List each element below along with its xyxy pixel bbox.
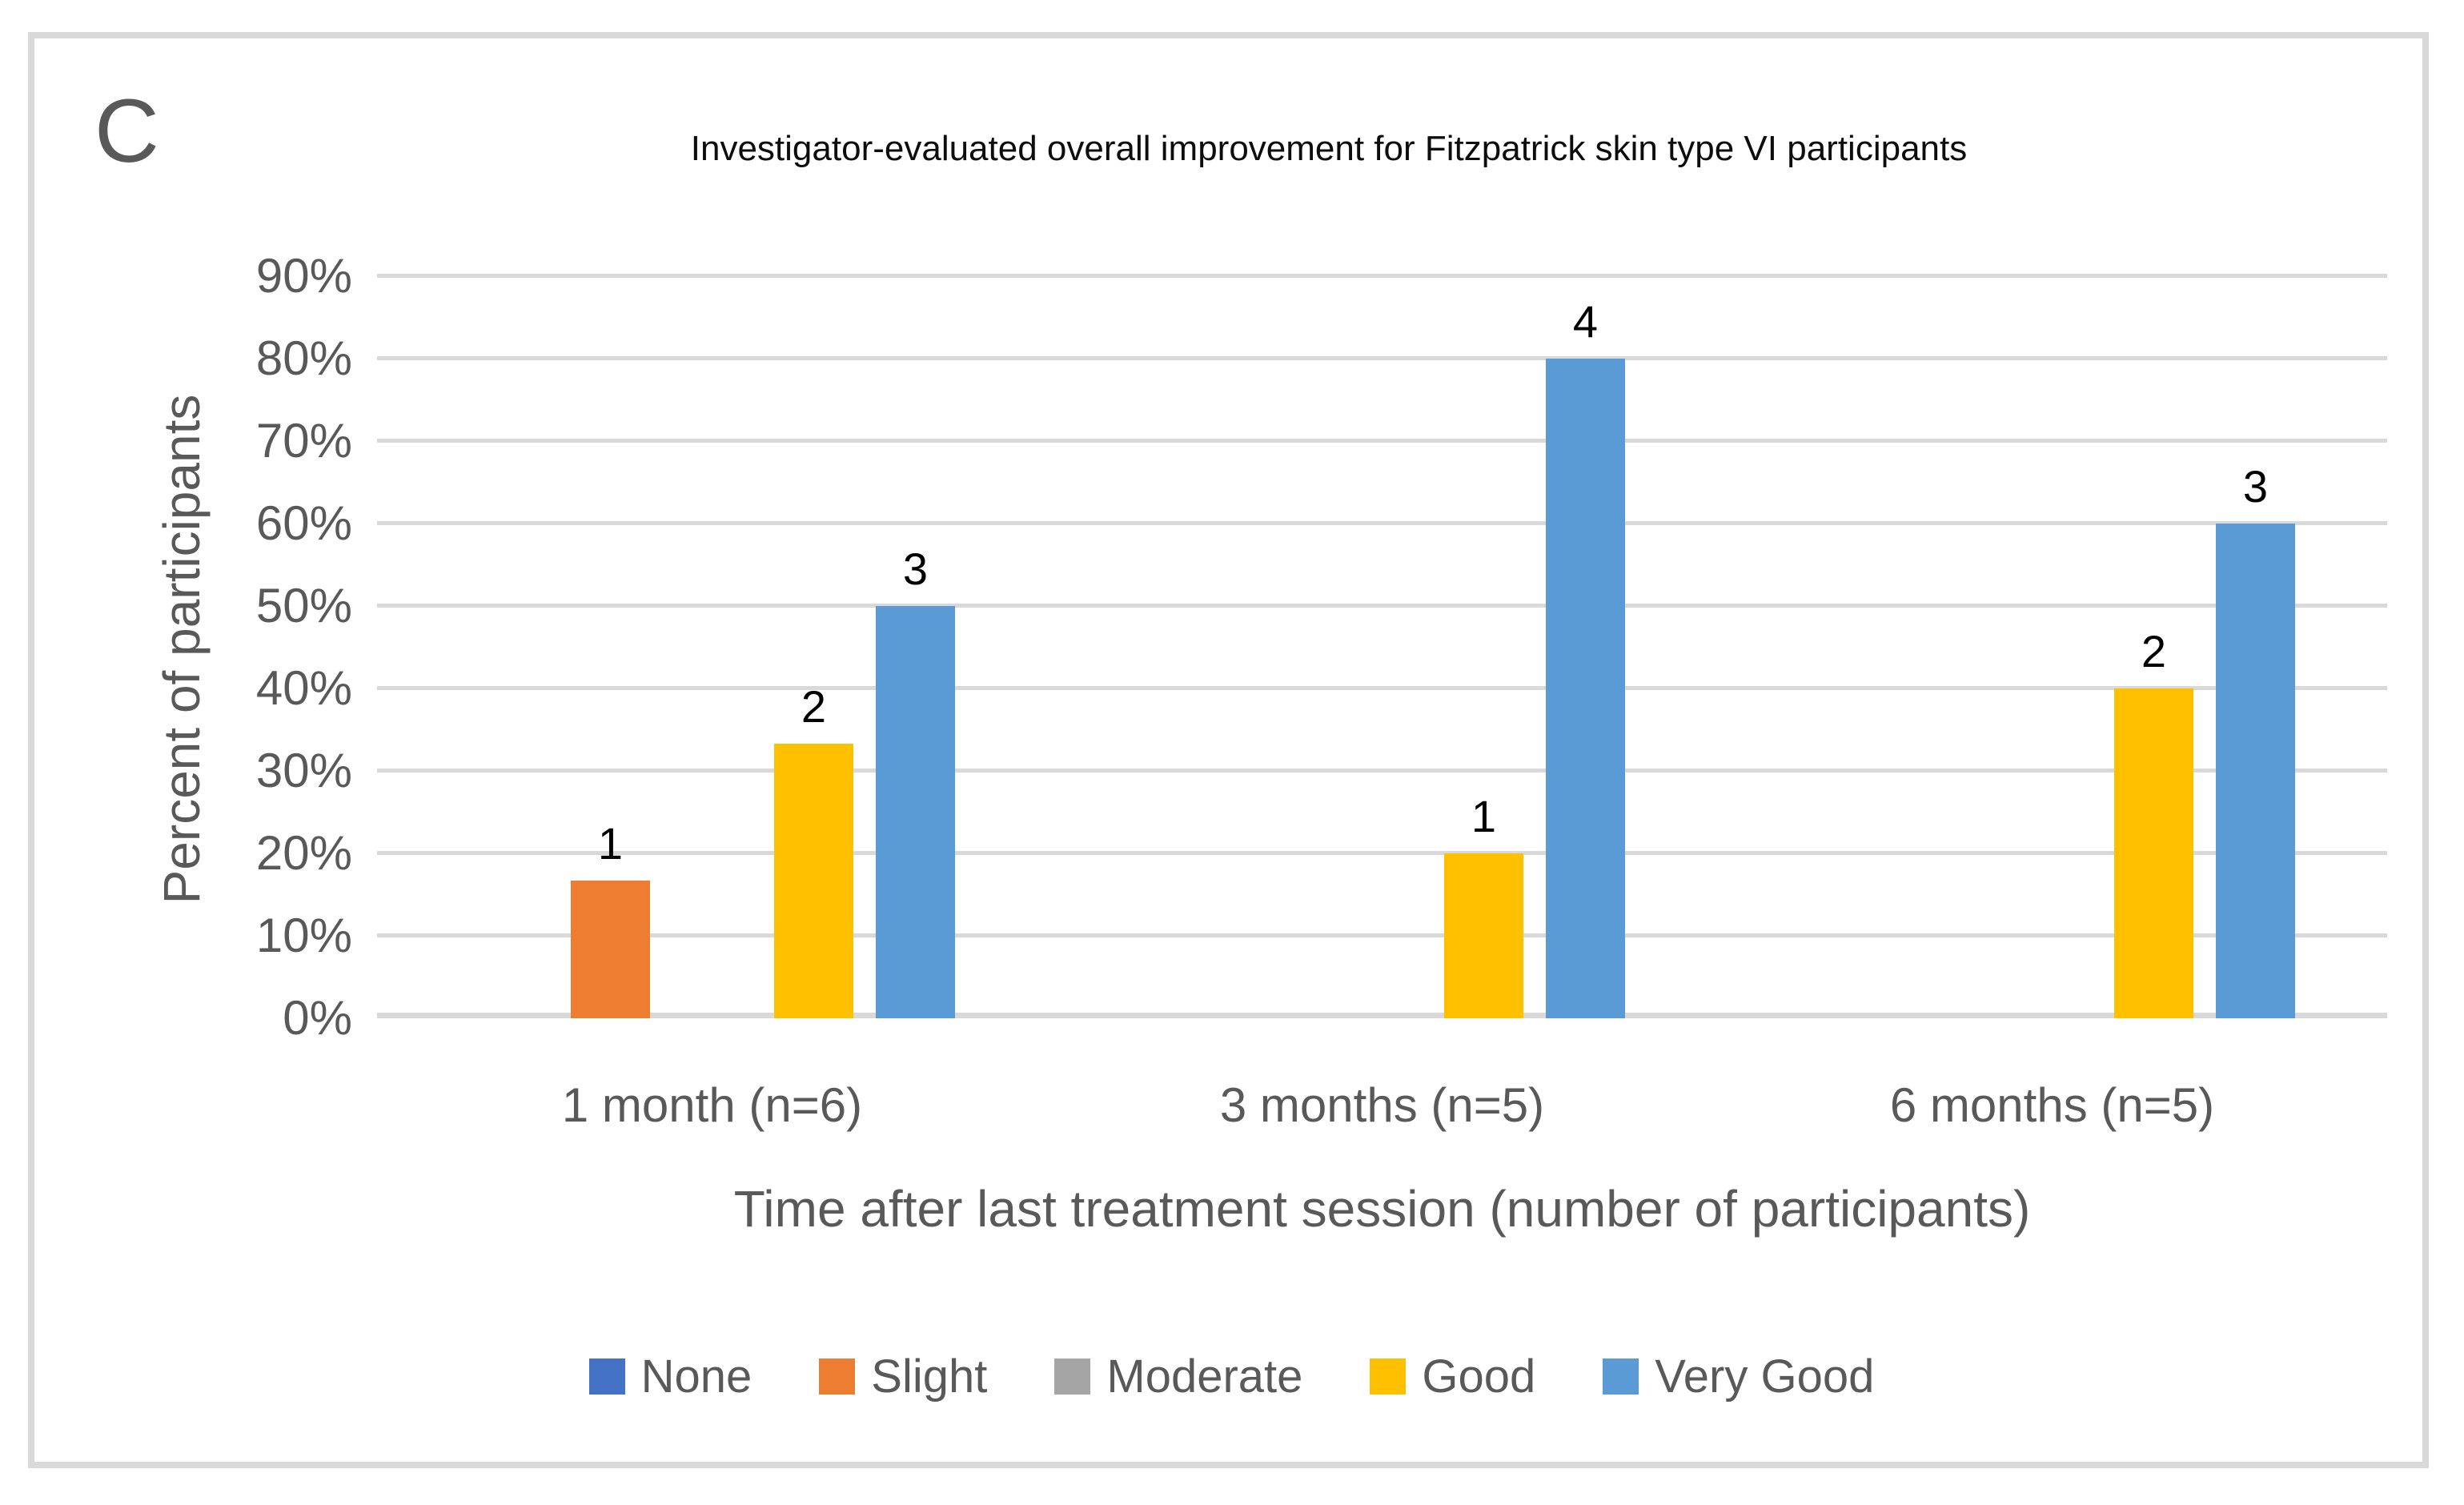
y-tick-label: 10% <box>255 909 352 962</box>
gridline <box>377 274 2387 278</box>
y-tick-label: 80% <box>255 331 352 385</box>
bar-value-label: 1 <box>1471 791 1497 841</box>
legend-label: Moderate <box>1106 1350 1303 1403</box>
legend-item-moderate: Moderate <box>1054 1351 1302 1403</box>
y-tick-label: 30% <box>255 744 352 797</box>
gridline <box>377 686 2387 690</box>
bar-value-label: 2 <box>801 680 827 732</box>
gridline <box>377 521 2387 525</box>
legend-swatch <box>1054 1359 1091 1395</box>
bar-very-good <box>2216 524 2295 1018</box>
gridline <box>377 769 2387 773</box>
gridline <box>377 604 2387 608</box>
x-axis-title: Time after last treatment session (numbe… <box>733 1180 2031 1238</box>
legend-item-none: None <box>588 1350 752 1403</box>
x-category-label: 1 month (n=6) <box>561 1078 863 1132</box>
bar-good <box>2114 688 2193 1018</box>
bar-good <box>1444 853 1523 1018</box>
legend-swatch <box>1603 1359 1639 1395</box>
bar-value-label: 1 <box>597 818 624 869</box>
bar-very-good <box>876 606 955 1018</box>
legend-swatch <box>819 1359 856 1395</box>
legend-label: Good <box>1422 1350 1536 1403</box>
panel-letter-label: C <box>94 81 159 181</box>
legend-label: None <box>640 1350 752 1403</box>
legend-label: Very Good <box>1655 1350 1875 1403</box>
bar-value-label: 3 <box>902 544 929 594</box>
legend-item-good: Good <box>1370 1351 1535 1403</box>
y-tick-label: 40% <box>255 661 352 715</box>
gridline <box>377 439 2387 443</box>
chart-plot-area: 1 2 3 1 4 2 3 <box>377 274 2387 1018</box>
gridline <box>377 356 2387 360</box>
gridline <box>377 851 2387 855</box>
y-tick-label: 70% <box>255 414 352 468</box>
x-axis-line <box>377 1013 2387 1018</box>
bar-slight <box>571 881 650 1018</box>
y-tick-label: 60% <box>255 496 352 550</box>
y-tick-label: 0% <box>283 991 352 1045</box>
chart-legend: None Slight Moderate Good Very Good <box>34 1351 2429 1403</box>
bar-value-label: 3 <box>2242 461 2269 512</box>
bar-value-label: 2 <box>2141 626 2167 676</box>
x-category-label: 6 months (n=5) <box>1889 1078 2215 1132</box>
legend-item-very-good: Very Good <box>1603 1351 1874 1403</box>
legend-label: Slight <box>871 1350 988 1403</box>
bar-value-label: 4 <box>1572 296 1599 347</box>
bar-very-good <box>1546 359 1625 1018</box>
y-tick-label: 50% <box>255 579 352 632</box>
y-tick-label: 90% <box>255 249 352 303</box>
y-tick-label: 20% <box>255 826 352 880</box>
x-category-label: 3 months (n=5) <box>1219 1078 1545 1132</box>
legend-swatch <box>588 1359 625 1395</box>
legend-item-slight: Slight <box>819 1351 987 1403</box>
gridline <box>377 933 2387 937</box>
legend-swatch <box>1370 1359 1407 1395</box>
chart-title: Investigator-evaluated overall improveme… <box>690 129 1968 168</box>
figure-border <box>28 32 2429 1468</box>
bar-good <box>774 743 853 1018</box>
